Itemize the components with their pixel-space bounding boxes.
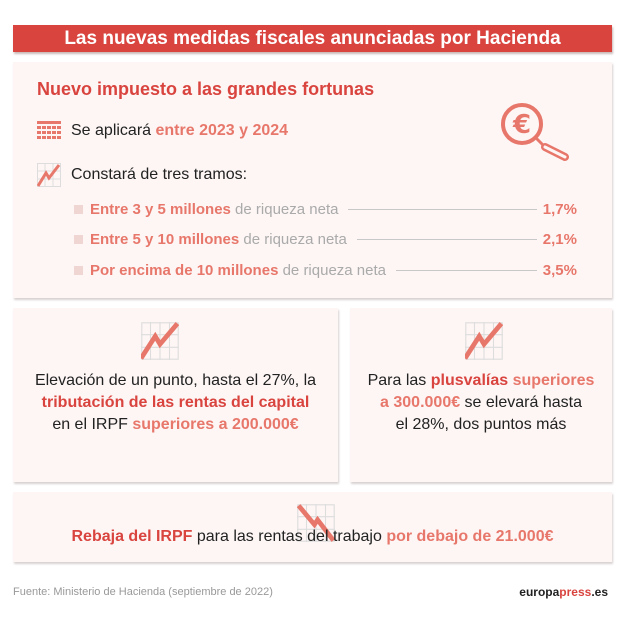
capital-income-highlight: superiores a 200.000€ xyxy=(132,416,299,433)
labor-income-card xyxy=(13,492,612,562)
bracket-range: Entre 3 y 5 millones xyxy=(90,201,231,218)
capital-income-line2: tributación de las rentas del capital xyxy=(41,394,310,411)
bracket-suffix: de riqueza neta xyxy=(230,201,339,218)
chart-up-icon xyxy=(141,322,179,360)
bracket-range: Entre 5 y 10 millones xyxy=(90,231,240,248)
chart-up-icon xyxy=(37,163,61,187)
leader-line xyxy=(348,209,537,210)
period-row: Se aplicará entre 2023 y 2024 xyxy=(37,119,288,143)
labor-income-threshold: por debajo de 21.000€ xyxy=(386,528,554,545)
capital-income-card: Elevación de un punto, hasta el 27%, la … xyxy=(13,308,338,482)
capital-gains-highlight: plusvalías xyxy=(430,372,509,389)
wealth-tax-card xyxy=(13,62,612,298)
brackets-intro-text: Constará de tres tramos: xyxy=(71,166,248,183)
bracket-rate: 3,5% xyxy=(542,262,577,279)
capital-gains-line3: el 28%, dos puntos más xyxy=(395,416,567,433)
brand-part: .es xyxy=(591,585,608,599)
bullet-square xyxy=(74,266,83,275)
period-prefix: Se aplicará xyxy=(71,122,156,139)
capital-gains-card: Para las plusvalías superiores a 300.000… xyxy=(350,308,612,482)
bracket-row: Entre 3 y 5 millones de riqueza neta 1,7… xyxy=(74,201,577,218)
labor-income-highlight: Rebaja del IRPF xyxy=(71,528,193,545)
bullet-square xyxy=(74,235,83,244)
chart-down-icon xyxy=(297,504,335,542)
capital-gains-highlight2: superiores xyxy=(508,372,595,389)
svg-text:€: € xyxy=(512,110,531,140)
capital-gains-amount: a 300.000€ xyxy=(380,394,461,411)
brand-logo: europapress.es xyxy=(519,585,608,599)
brand-part: europa xyxy=(519,585,560,599)
euro-magnifier-icon: € xyxy=(501,103,569,161)
bracket-row: Por encima de 10 millones de riqueza net… xyxy=(74,262,577,279)
capital-gains-mid: se elevará hasta xyxy=(460,394,582,411)
bracket-suffix: de riqueza neta xyxy=(278,262,386,279)
calendar-icon xyxy=(37,121,61,139)
bullet-square xyxy=(74,205,83,214)
leader-line xyxy=(356,239,537,240)
bracket-rate: 1,7% xyxy=(542,201,577,218)
source-note: Fuente: Ministerio de Hacienda (septiemb… xyxy=(13,586,273,598)
chart-up-icon xyxy=(465,322,503,360)
capital-income-line3-prefix: en el IRPF xyxy=(52,416,133,433)
wealth-tax-heading: Nuevo impuesto a las grandes fortunas xyxy=(37,79,375,99)
brackets-intro-row: Constará de tres tramos: xyxy=(37,163,247,187)
bracket-row: Entre 5 y 10 millones de riqueza neta 2,… xyxy=(74,231,577,248)
brand-part: press xyxy=(559,585,592,599)
page-title: Las nuevas medidas fiscales anunciadas p… xyxy=(13,25,612,52)
capital-income-line1: Elevación de un punto, hasta el 27%, la xyxy=(34,372,317,389)
leader-line xyxy=(396,270,537,271)
bracket-range: Por encima de 10 millones xyxy=(90,262,279,279)
period-highlight: entre 2023 y 2024 xyxy=(155,122,289,139)
bracket-suffix: de riqueza neta xyxy=(239,231,347,248)
bracket-rate: 2,1% xyxy=(542,231,577,248)
labor-income-mid: para las rentas del trabajo xyxy=(192,528,387,545)
capital-gains-prefix: Para las xyxy=(367,372,431,389)
